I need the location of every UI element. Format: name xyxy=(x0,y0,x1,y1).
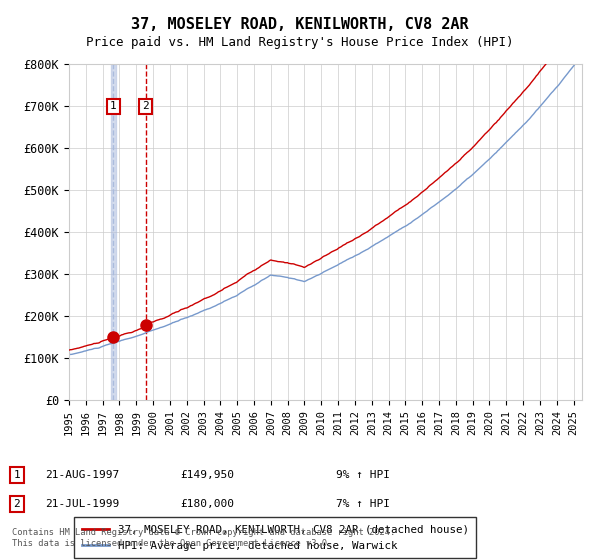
Bar xyxy=(111,64,116,400)
Text: 1: 1 xyxy=(110,101,117,111)
Text: 2: 2 xyxy=(142,101,149,111)
Text: 37, MOSELEY ROAD, KENILWORTH, CV8 2AR: 37, MOSELEY ROAD, KENILWORTH, CV8 2AR xyxy=(131,17,469,32)
Text: Price paid vs. HM Land Registry's House Price Index (HPI): Price paid vs. HM Land Registry's House … xyxy=(86,36,514,49)
Text: £180,000: £180,000 xyxy=(180,499,234,509)
Text: 21-AUG-1997: 21-AUG-1997 xyxy=(45,470,119,480)
Text: £149,950: £149,950 xyxy=(180,470,234,480)
Text: 21-JUL-1999: 21-JUL-1999 xyxy=(45,499,119,509)
Text: 7% ↑ HPI: 7% ↑ HPI xyxy=(336,499,390,509)
Legend: 37, MOSELEY ROAD, KENILWORTH, CV8 2AR (detached house), HPI: Average price, deta: 37, MOSELEY ROAD, KENILWORTH, CV8 2AR (d… xyxy=(74,517,476,558)
Text: 2: 2 xyxy=(13,499,20,509)
Text: 1: 1 xyxy=(13,470,20,480)
Text: 9% ↑ HPI: 9% ↑ HPI xyxy=(336,470,390,480)
Text: Contains HM Land Registry data © Crown copyright and database right 2024.
This d: Contains HM Land Registry data © Crown c… xyxy=(12,528,395,548)
